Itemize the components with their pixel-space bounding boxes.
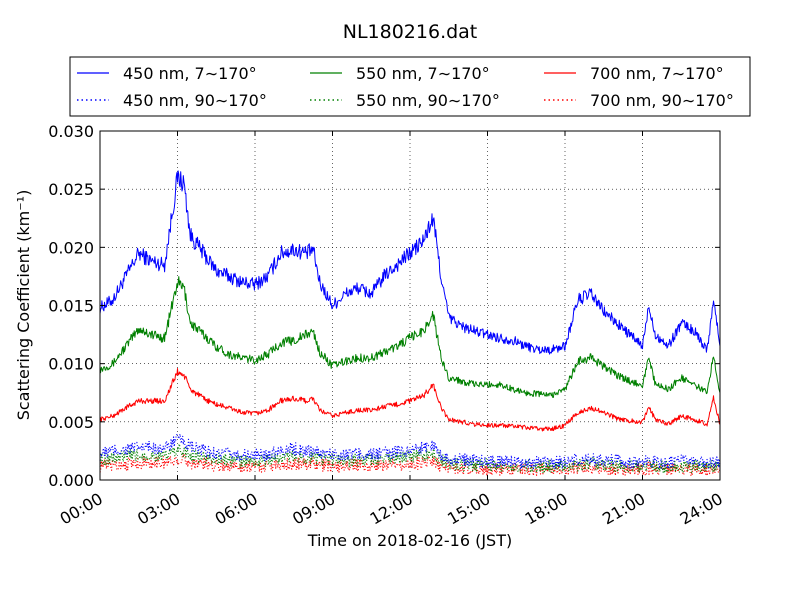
- x-tick-label: 21:00: [599, 489, 648, 529]
- x-axis-label: Time on 2018-02-16 (JST): [307, 531, 512, 550]
- legend-label: 700 nm, 7∼170°: [590, 64, 724, 83]
- y-axis-label: Scattering Coefficient (km⁻¹): [14, 190, 33, 421]
- series-line: [99, 433, 721, 470]
- x-tick-label: 12:00: [367, 489, 416, 529]
- y-tick-label: 0.020: [48, 238, 94, 257]
- series-line: [99, 368, 721, 432]
- series-line: [99, 276, 721, 398]
- y-tick-label: 0.010: [48, 355, 94, 374]
- y-tick-label: 0.030: [48, 122, 94, 141]
- series-line: [99, 452, 721, 477]
- x-tick-label: 06:00: [212, 489, 261, 529]
- legend-label: 550 nm, 90∼170°: [356, 91, 500, 110]
- x-tick-label: 00:00: [57, 489, 106, 529]
- y-tick-label: 0.025: [48, 180, 94, 199]
- legend-label: 550 nm, 7∼170°: [356, 64, 490, 83]
- x-tick-label: 24:00: [677, 489, 726, 529]
- chart-title: NL180216.dat: [343, 21, 478, 43]
- y-tick-label: 0.000: [48, 471, 94, 490]
- x-tick-label: 18:00: [522, 489, 571, 529]
- x-tick-label: 03:00: [134, 489, 183, 529]
- y-tick-label: 0.005: [48, 413, 94, 432]
- legend-label: 450 nm, 7∼170°: [123, 64, 257, 83]
- legend-label: 700 nm, 90∼170°: [590, 91, 734, 110]
- x-tick-label: 15:00: [444, 489, 493, 529]
- legend: 450 nm, 7∼170° 550 nm, 7∼170° 700 nm, 7∼17…: [69, 56, 751, 117]
- legend-label: 450 nm, 90∼170°: [123, 91, 267, 110]
- y-tick-label: 0.015: [48, 297, 94, 316]
- x-tick-label: 09:00: [289, 489, 338, 529]
- series-line: [99, 443, 721, 473]
- legend-box: [69, 56, 751, 117]
- series-line: [99, 170, 721, 355]
